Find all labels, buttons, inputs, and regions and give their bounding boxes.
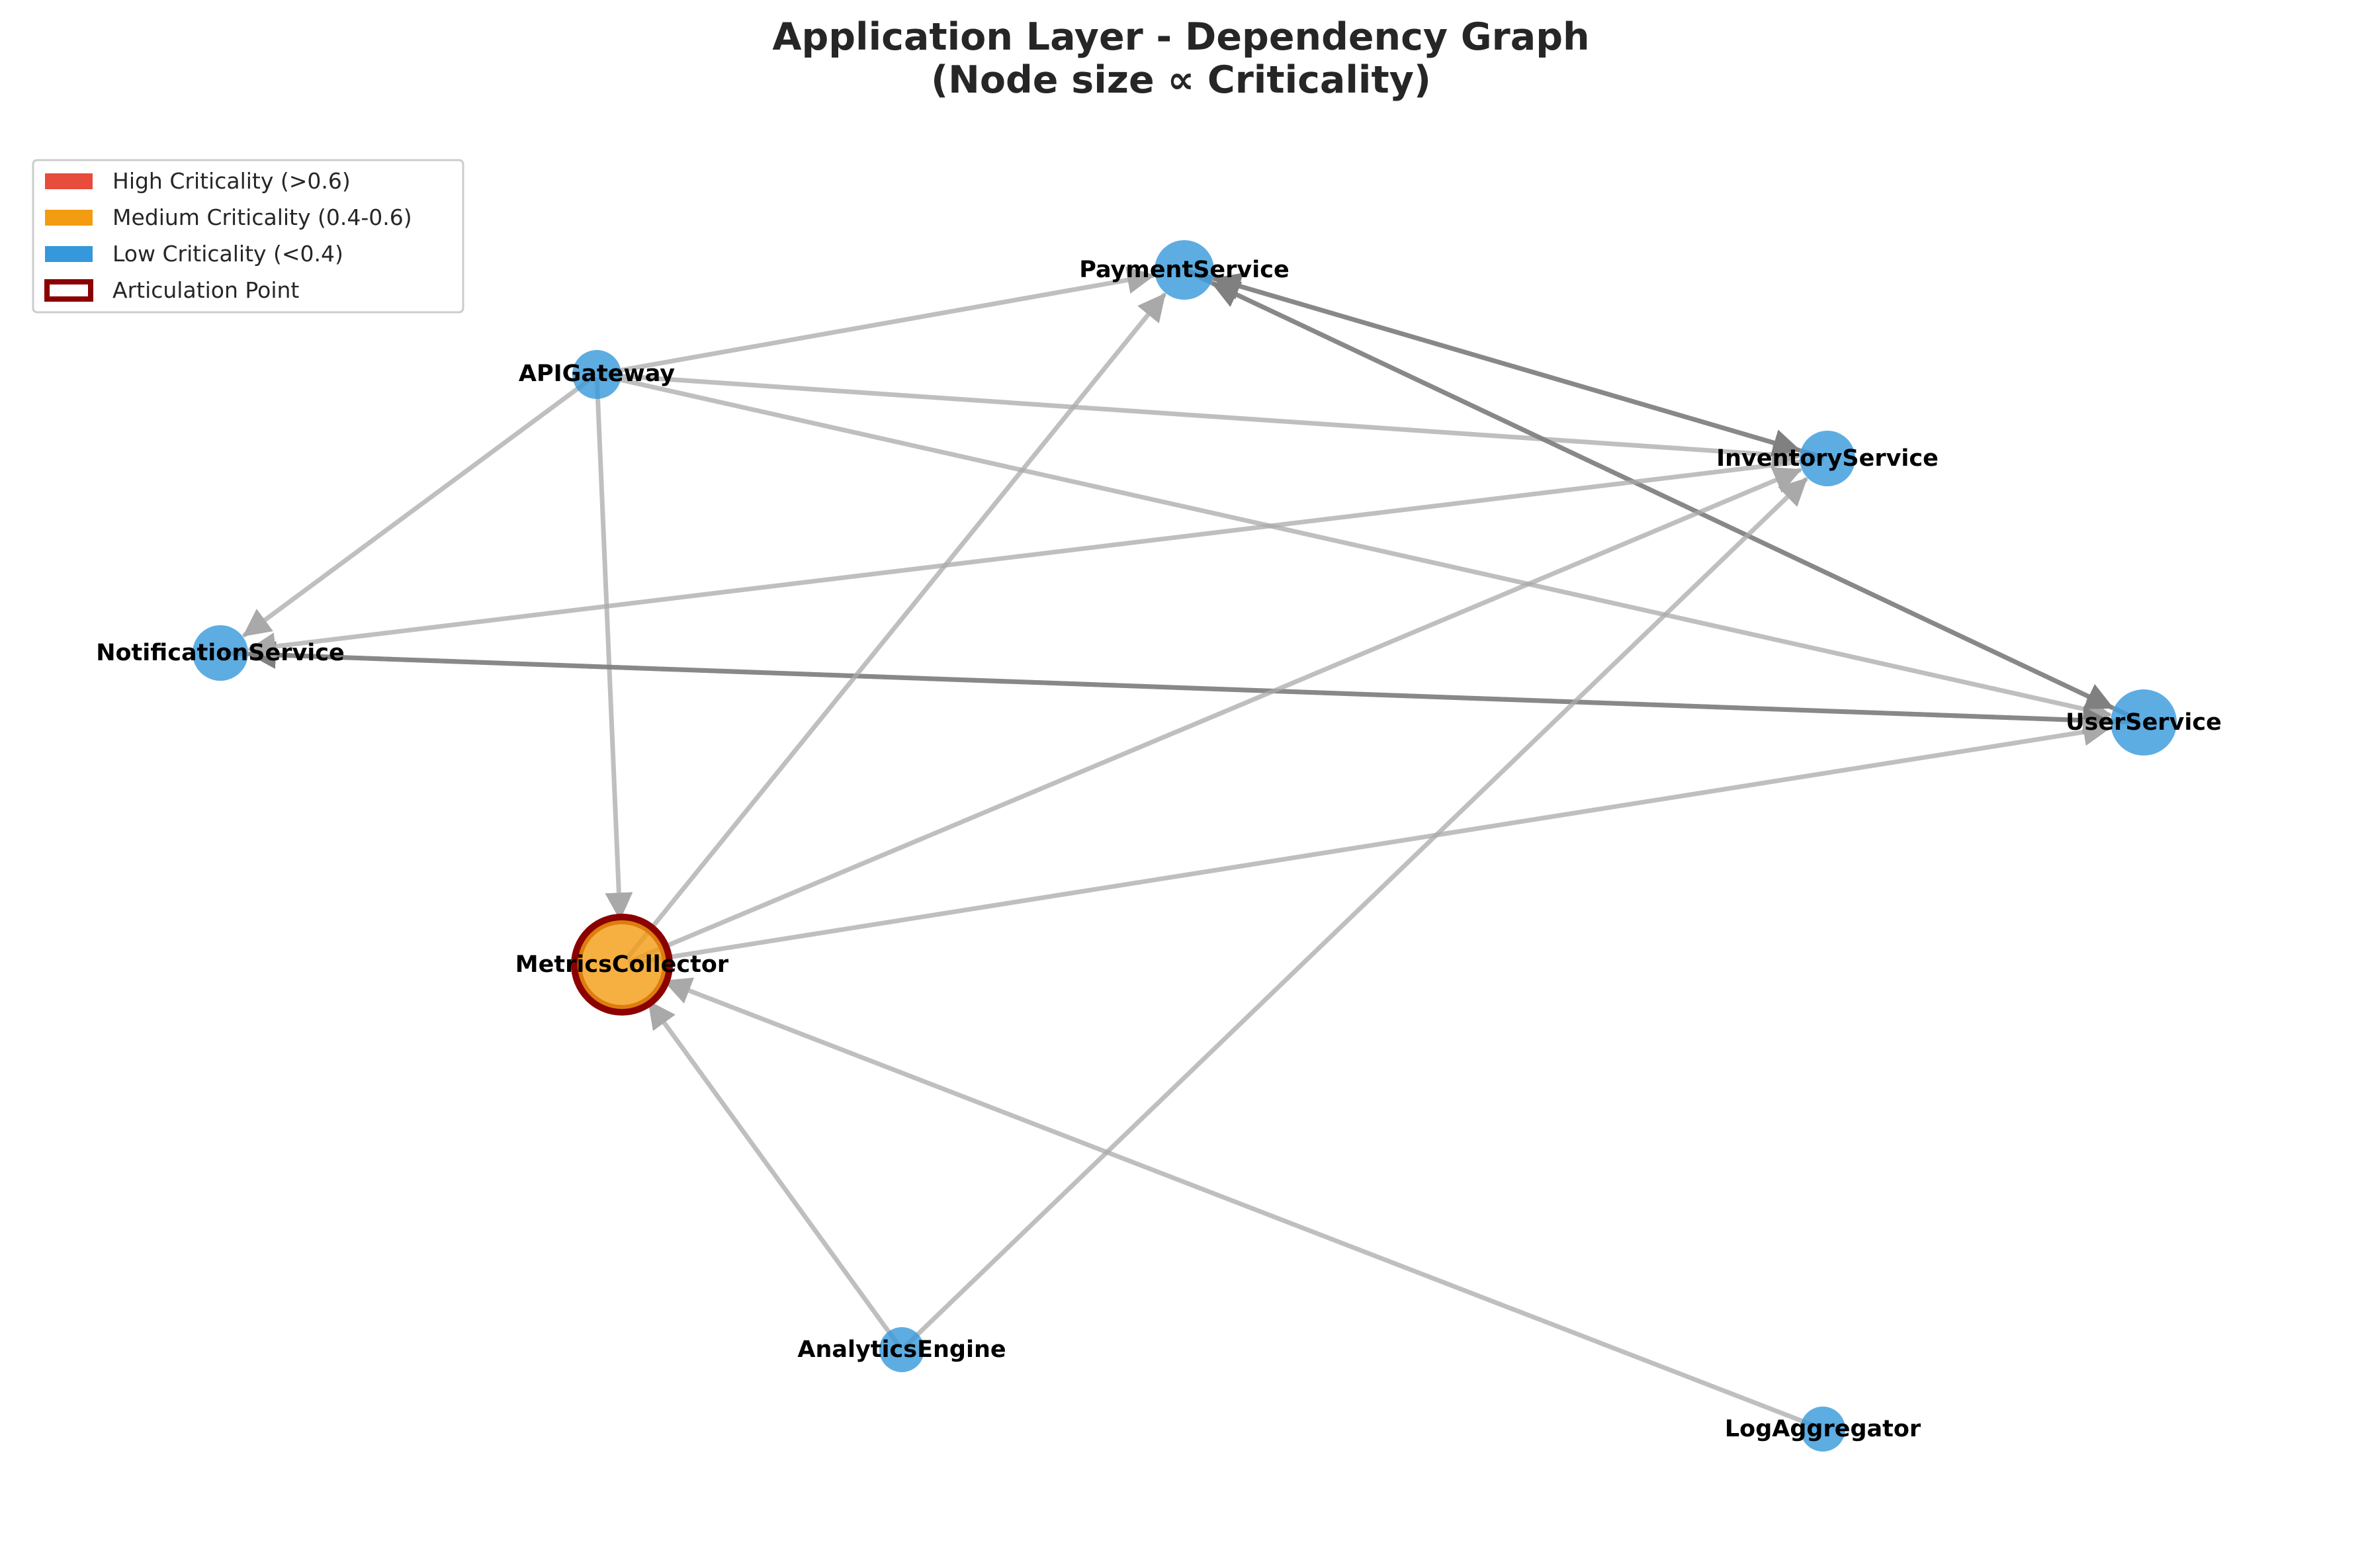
legend: High Criticality (>0.6) Medium Criticali… <box>32 159 464 314</box>
edge-NotificationService-to-UserService <box>223 650 2111 734</box>
legend-item-high: High Criticality (>0.6) <box>45 168 351 194</box>
node-label-MetricsCollector: MetricsCollector <box>515 951 729 978</box>
edge-LogAggregator-to-MetricsCollector <box>663 977 1821 1430</box>
node-InventoryService <box>1800 431 1855 486</box>
labels-layer: PaymentService APIGateway InventoryService… <box>96 257 2222 1442</box>
edge-PaymentService-to-InventoryService <box>1188 269 1801 457</box>
chart-subtitle: (Node size ∝ Criticality) <box>931 58 1431 102</box>
node-UserService <box>2111 689 2177 756</box>
node-label-InventoryService: InventoryService <box>1716 445 1939 472</box>
legend-swatch-low <box>45 246 93 262</box>
node-NotificationService <box>193 625 248 681</box>
node-label-PaymentService: PaymentService <box>1079 257 1289 283</box>
edge-APIGateway-to-NotificationService <box>242 374 595 638</box>
node-label-UserService: UserService <box>2066 709 2222 736</box>
legend-swatch-medium <box>45 210 93 226</box>
node-MetricsCollector <box>578 920 666 1009</box>
node-PaymentService <box>1155 240 1214 300</box>
edge-PaymentService-to-UserService <box>1187 270 2114 710</box>
legend-item-low: Low Criticality (<0.4) <box>45 241 343 267</box>
legend-item-articulation: Articulation Point <box>44 277 299 303</box>
legend-swatch-articulation <box>44 279 93 302</box>
edge-APIGateway-to-PaymentService <box>599 266 1155 376</box>
node-LogAggregator <box>1800 1407 1845 1452</box>
edges-layer <box>223 266 2140 1430</box>
node-label-APIGateway: APIGateway <box>519 361 675 387</box>
legend-item-medium: Medium Criticality (0.4-0.6) <box>45 204 412 230</box>
node-AnalyticsEngine <box>879 1327 924 1372</box>
edge-MetricsCollector-to-UserService <box>628 718 2111 966</box>
legend-frame <box>32 159 464 314</box>
chart-title: Application Layer - Dependency Graph <box>772 15 1589 59</box>
edge-MetricsCollector-to-PaymentService <box>625 292 1166 961</box>
edge-AnalyticsEngine-to-MetricsCollector <box>647 1000 902 1348</box>
edge-APIGateway-to-InventoryService <box>599 372 1800 469</box>
node-APIGateway <box>572 350 621 399</box>
legend-label-articulation: Articulation Point <box>112 277 299 303</box>
legend-label-high: High Criticality (>0.6) <box>112 168 351 194</box>
edge-AnalyticsEngine-to-InventoryService <box>902 477 1808 1349</box>
articulation-ring-MetricsCollector <box>571 914 673 1016</box>
edge-InventoryService-to-NotificationService <box>247 457 1825 660</box>
node-label-NotificationService: NotificationService <box>96 640 345 666</box>
nodes-layer <box>193 240 2177 1452</box>
node-label-AnalyticsEngine: AnalyticsEngine <box>797 1336 1006 1363</box>
edge-APIGateway-to-MetricsCollector <box>594 376 633 921</box>
edge-APIGateway-to-UserService <box>599 373 2112 723</box>
legend-label-low: Low Criticality (<0.4) <box>112 241 343 267</box>
legend-label-medium: Medium Criticality (0.4-0.6) <box>112 204 412 230</box>
edge-MetricsCollector-to-InventoryService <box>627 467 1802 964</box>
node-label-LogAggregator: LogAggregator <box>1725 1416 1921 1442</box>
legend-swatch-high <box>45 173 93 189</box>
